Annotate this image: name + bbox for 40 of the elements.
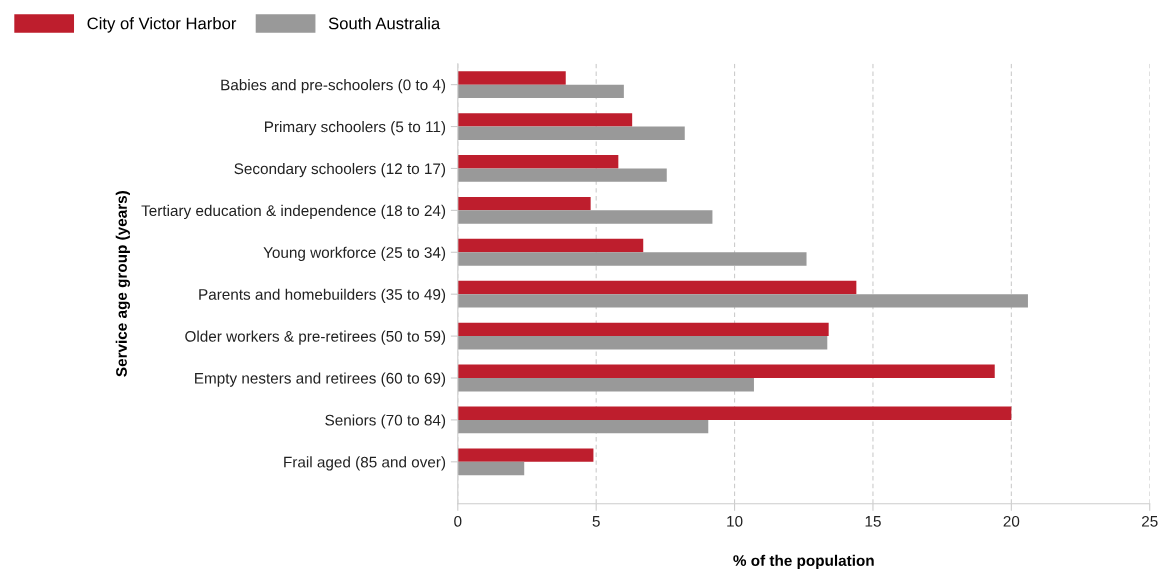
y-axis-title: Service age group (years) [115, 191, 131, 377]
y-tick-label: Older workers & pre-retirees (50 to 59) [185, 330, 446, 345]
x-tick-label: 5 [592, 516, 600, 527]
bar [457, 71, 566, 85]
x-tick-label: 15 [865, 516, 881, 527]
x-axis-title: % of the population [733, 554, 874, 570]
x-tick-label: 25 [1142, 515, 1158, 527]
bar [457, 336, 828, 350]
bar [457, 155, 619, 169]
legend-label: City of Victor Harbor [87, 17, 237, 33]
x-tick-label: 0 [454, 515, 462, 527]
bar [457, 280, 857, 295]
bar [457, 84, 624, 99]
bar [457, 126, 685, 140]
bar [457, 448, 594, 462]
bar [457, 196, 591, 211]
y-tick-label: Young workforce (25 to 34) [263, 246, 446, 261]
y-tick-label: Secondary schoolers (12 to 17) [234, 162, 446, 178]
y-tick-label: Empty nesters and retirees (60 to 69) [195, 372, 446, 387]
x-tick-label: 10 [727, 515, 743, 527]
bar [457, 294, 1028, 308]
bar [457, 378, 754, 392]
bar [457, 113, 633, 127]
x-tick-label: 20 [1003, 515, 1020, 527]
y-tick-label: Parents and homebuilders (35 to 49) [199, 288, 446, 303]
y-tick-label: Babies and pre-schoolers (0 to 4) [221, 79, 446, 94]
y-tick-label: Primary schoolers (5 to 11) [265, 121, 446, 136]
bar [457, 406, 1012, 420]
bar [457, 419, 709, 434]
bar [457, 168, 667, 182]
legend-label: South Australia [328, 17, 441, 30]
y-tick-label: Seniors (70 to 84) [325, 414, 446, 429]
y-tick-label: Frail aged (85 and over) [284, 456, 446, 471]
bar [457, 364, 995, 378]
bar [457, 252, 807, 266]
bar [457, 461, 525, 476]
bar [457, 322, 829, 337]
bar [457, 210, 713, 224]
bar [457, 238, 644, 253]
y-tick-label: Tertiary education & independence (18 to 24) [141, 204, 446, 220]
